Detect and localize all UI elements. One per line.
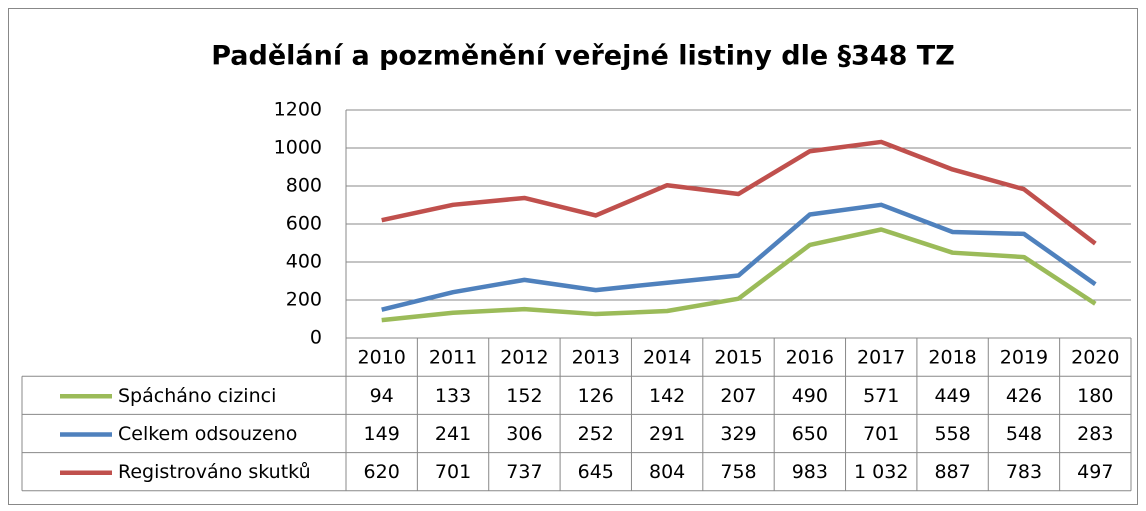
table-value: 783 bbox=[1006, 461, 1042, 483]
x-tick-label: 2018 bbox=[928, 347, 976, 369]
x-tick-label: 2013 bbox=[572, 347, 620, 369]
table-value: 701 bbox=[863, 423, 899, 445]
table-value: 701 bbox=[435, 461, 471, 483]
table-value: 650 bbox=[792, 423, 828, 445]
table-value: 1 032 bbox=[854, 461, 908, 483]
table-value: 94 bbox=[370, 385, 394, 407]
table-value: 983 bbox=[792, 461, 828, 483]
legend-label: Registrováno skutků bbox=[118, 461, 311, 483]
table-value: 291 bbox=[649, 423, 685, 445]
y-tick-label: 800 bbox=[286, 175, 322, 197]
chart-title: Padělání a pozměnění veřejné listiny dle… bbox=[211, 41, 955, 72]
table-value: 241 bbox=[435, 423, 471, 445]
table-value: 152 bbox=[506, 385, 542, 407]
table-value: 497 bbox=[1077, 461, 1113, 483]
y-tick-label: 1200 bbox=[274, 99, 322, 121]
series-line bbox=[381, 202, 1097, 312]
legend-label: Celkem odsouzeno bbox=[118, 423, 297, 445]
x-tick-label: 2010 bbox=[358, 347, 406, 369]
x-tick-label: 2019 bbox=[1000, 347, 1048, 369]
y-tick-label: 200 bbox=[286, 289, 322, 311]
table-value: 645 bbox=[578, 461, 614, 483]
x-tick-label: 2015 bbox=[714, 347, 762, 369]
table-value: 142 bbox=[649, 385, 685, 407]
table-value: 207 bbox=[720, 385, 756, 407]
table-value: 758 bbox=[720, 461, 756, 483]
table-value: 306 bbox=[506, 423, 542, 445]
table-value: 548 bbox=[1006, 423, 1042, 445]
y-tick-label: 400 bbox=[286, 251, 322, 273]
table-value: 426 bbox=[1006, 385, 1042, 407]
x-tick-label: 2020 bbox=[1071, 347, 1119, 369]
x-tick-label: 2014 bbox=[643, 347, 691, 369]
x-tick-label: 2016 bbox=[786, 347, 834, 369]
table-value: 283 bbox=[1077, 423, 1113, 445]
x-tick-label: 2017 bbox=[857, 347, 905, 369]
series-line bbox=[381, 139, 1097, 246]
table-value: 252 bbox=[578, 423, 614, 445]
table-value: 149 bbox=[364, 423, 400, 445]
y-tick-label: 600 bbox=[286, 213, 322, 235]
table-value: 804 bbox=[649, 461, 685, 483]
table-value: 329 bbox=[720, 423, 756, 445]
table-value: 180 bbox=[1077, 385, 1113, 407]
y-tick-label: 1000 bbox=[274, 137, 322, 159]
table-value: 490 bbox=[792, 385, 828, 407]
table-value: 620 bbox=[364, 461, 400, 483]
x-tick-label: 2011 bbox=[429, 347, 477, 369]
table-value: 133 bbox=[435, 385, 471, 407]
x-tick-label: 2012 bbox=[500, 347, 548, 369]
table-value: 126 bbox=[578, 385, 614, 407]
chart-border bbox=[8, 8, 1138, 505]
table-value: 449 bbox=[934, 385, 970, 407]
legend-label: Spácháno cizinci bbox=[118, 385, 276, 407]
y-tick-label: 0 bbox=[310, 327, 322, 349]
table-value: 737 bbox=[506, 461, 542, 483]
table-value: 887 bbox=[934, 461, 970, 483]
table-value: 558 bbox=[934, 423, 970, 445]
table-value: 571 bbox=[863, 385, 899, 407]
series-line bbox=[381, 227, 1097, 323]
